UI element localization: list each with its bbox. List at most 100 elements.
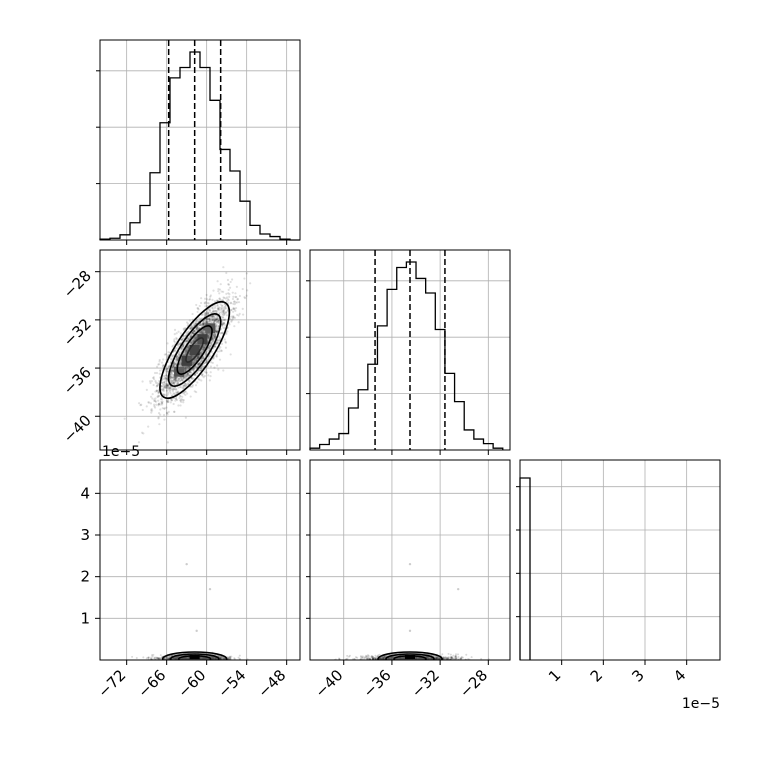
scatter-point [217, 319, 221, 322]
scatter-point [186, 339, 189, 343]
scatter-point [180, 376, 183, 380]
scatter-point [222, 308, 225, 311]
scatter-point [194, 336, 197, 339]
x-tick-label: −48 [254, 666, 289, 701]
scatter-point [221, 316, 224, 319]
scatter-point [179, 348, 182, 351]
scatter-point [457, 653, 460, 656]
scatter-point [164, 379, 167, 383]
scatter-point [224, 307, 227, 310]
scatter-point [195, 327, 198, 330]
scatter-point [224, 310, 228, 314]
scatter-point [190, 340, 193, 344]
scatter-point [190, 334, 193, 337]
scatter-point [219, 332, 222, 335]
scatter-point [212, 307, 215, 310]
scatter-point [166, 384, 170, 387]
scatter-point [185, 372, 188, 376]
scatter-point [210, 343, 213, 347]
scatter-point [198, 323, 202, 327]
scatter-point [213, 319, 216, 322]
scatter-point [169, 376, 172, 379]
scatter-point [212, 321, 215, 324]
scatter-point [185, 340, 188, 343]
scatter-point [219, 346, 222, 349]
scatter-point [172, 370, 175, 373]
scatter-point [207, 336, 211, 339]
scatter-point [228, 293, 231, 296]
scatter-point [193, 323, 196, 326]
scatter-point [199, 301, 203, 305]
scatter-point [169, 387, 172, 390]
scatter-point [193, 337, 196, 340]
scatter-point [192, 354, 195, 358]
scatter-point [157, 395, 160, 398]
scatter-point [191, 326, 194, 329]
scatter-point [205, 320, 209, 323]
scatter-point [176, 382, 180, 385]
scatter-point [227, 283, 230, 286]
scatter-point [346, 654, 349, 657]
scatter-point [163, 407, 166, 410]
scatter-point [173, 348, 177, 352]
scatter-point [216, 350, 219, 353]
scatter-point [167, 365, 170, 368]
scatter-point [173, 332, 176, 336]
scatter-point [208, 318, 211, 321]
scatter-point [162, 383, 165, 386]
scatter-point [202, 376, 205, 379]
scatter-point [207, 346, 211, 350]
scatter-point [211, 337, 214, 341]
scatter-point [209, 344, 212, 347]
scatter-point [184, 350, 187, 354]
scatter-point [190, 332, 194, 335]
scatter-point [220, 349, 223, 353]
scatter-point [194, 365, 197, 369]
scatter-point [159, 413, 162, 416]
scatter-point [218, 297, 221, 300]
scatter-point [170, 380, 173, 383]
scatter-point [166, 399, 169, 403]
scatter-point [216, 341, 219, 345]
scatter-point [214, 324, 218, 327]
scatter-point [230, 308, 233, 311]
scatter-point [210, 320, 213, 323]
scatter-point [184, 367, 187, 370]
scatter-point [238, 654, 241, 657]
scatter-point [203, 321, 206, 325]
scatter-point [203, 344, 206, 347]
panel-2-1 [309, 459, 511, 661]
scatter-point [207, 337, 210, 340]
scatter-point [208, 379, 211, 382]
y-tick-label: −40 [60, 411, 95, 446]
scatter-point [195, 337, 198, 340]
scatter-point [172, 344, 175, 347]
scatter-point [204, 344, 208, 347]
scatter-point [176, 343, 179, 347]
scatter-point [163, 353, 166, 356]
scatter-point [199, 359, 202, 362]
scatter-point [184, 373, 187, 376]
scatter-point [207, 335, 210, 338]
scatter-point [227, 283, 231, 286]
x-tick-label: −54 [214, 666, 249, 701]
scatter-point [225, 296, 229, 299]
scatter-point [213, 300, 216, 303]
scatter-point [222, 318, 225, 322]
scatter-point [176, 358, 179, 362]
scatter-point [218, 336, 221, 339]
scatter-point [188, 319, 191, 322]
scatter-point [169, 401, 172, 404]
scatter-point [187, 344, 190, 347]
scatter-point [217, 319, 220, 322]
scatter-point [218, 288, 222, 291]
scatter-point [202, 328, 205, 331]
scatter-point [243, 277, 246, 280]
scatter-point [192, 355, 195, 358]
scatter-point [223, 313, 226, 316]
histogram-step-2 [519, 477, 531, 660]
scatter-point [193, 330, 196, 333]
scatter-point [202, 365, 205, 368]
scatter-point [201, 331, 205, 334]
scatter-point [207, 302, 210, 305]
